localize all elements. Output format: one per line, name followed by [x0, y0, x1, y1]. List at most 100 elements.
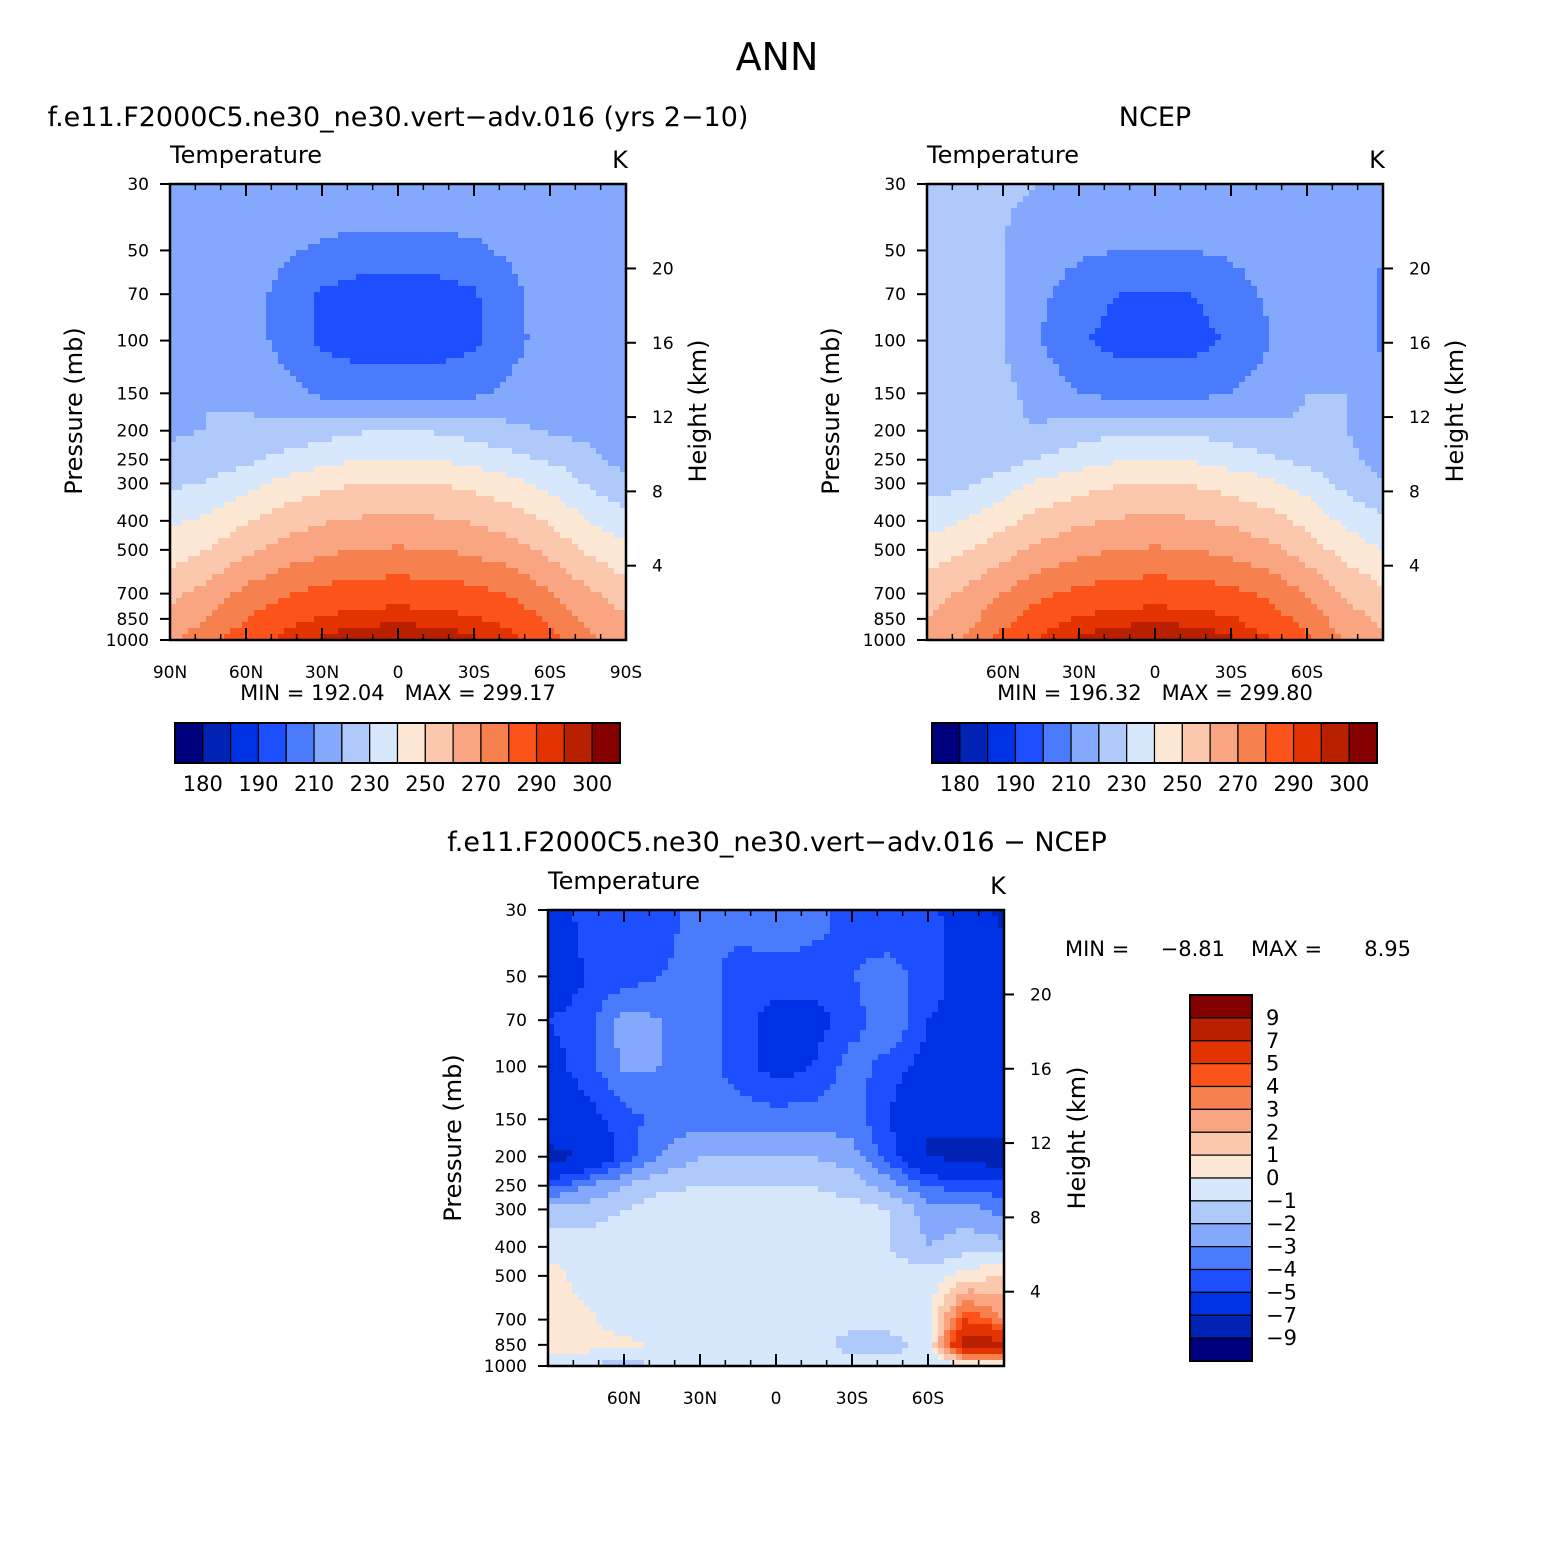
contour-cell [542, 352, 549, 359]
contour-cell [386, 508, 393, 515]
contour-cell [548, 556, 555, 563]
contour-cell [332, 400, 339, 407]
contour-cell [584, 526, 591, 533]
contour-cell [296, 244, 303, 251]
contour-cell [488, 298, 495, 305]
contour-cell [572, 454, 579, 461]
contour-cell [290, 484, 297, 491]
contour-cell [440, 550, 447, 557]
contour-cell [458, 184, 465, 191]
contour-cell [200, 346, 207, 353]
contour-cell [338, 574, 345, 581]
contour-cell [398, 562, 405, 569]
contour-cell [422, 298, 429, 305]
contour-cell [242, 520, 249, 527]
contour-cell [554, 508, 561, 515]
contour-cell [578, 250, 585, 257]
contour-cell [206, 478, 213, 485]
contour-cell [512, 220, 519, 227]
contour-cell [176, 298, 183, 305]
contour-cell [560, 202, 567, 209]
contour-cell [338, 310, 345, 317]
contour-cell [338, 412, 345, 419]
contour-cell [458, 514, 465, 521]
contour-cell [194, 520, 201, 527]
contour-cell [572, 256, 579, 263]
contour-cell [188, 298, 195, 305]
contour-cell [500, 304, 507, 311]
contour-cell [266, 238, 273, 245]
contour-cell [278, 424, 285, 431]
contour-cell [374, 256, 381, 263]
contour-cell [584, 436, 591, 443]
contour-cell [194, 322, 201, 329]
contour-cell [560, 268, 567, 275]
contour-cell [398, 370, 405, 377]
contour-cell [428, 544, 435, 551]
contour-cell [494, 448, 501, 455]
contour-cell [560, 484, 567, 491]
contour-cell [578, 562, 585, 569]
contour-cell [560, 328, 567, 335]
contour-cell [572, 388, 579, 395]
contour-cell [560, 232, 567, 239]
contour-cell [338, 514, 345, 521]
contour-cell [266, 556, 273, 563]
contour-cell [542, 268, 549, 275]
contour-cell [182, 208, 189, 215]
contour-cell [356, 376, 363, 383]
contour-cell [548, 214, 555, 221]
contour-cell [170, 232, 177, 239]
contour-cell [584, 322, 591, 329]
contour-cell [530, 448, 537, 455]
contour-cell [254, 568, 261, 575]
contour-cell [470, 532, 477, 539]
contour-cell [320, 190, 327, 197]
contour-cell [224, 454, 231, 461]
contour-cell [344, 412, 351, 419]
contour-cell [446, 448, 453, 455]
contour-cell [176, 514, 183, 521]
contour-cell [482, 394, 489, 401]
contour-cell [188, 286, 195, 293]
contour-cell [428, 424, 435, 431]
contour-cell [212, 532, 219, 539]
contour-cell [368, 244, 375, 251]
contour-cell [368, 268, 375, 275]
contour-cell [560, 274, 567, 281]
contour-cell [476, 460, 483, 467]
contour-cell [542, 460, 549, 467]
contour-cell [548, 232, 555, 239]
contour-cell [332, 424, 339, 431]
contour-cell [446, 490, 453, 497]
contour-cell [524, 490, 531, 497]
contour-cell [320, 292, 327, 299]
contour-cell [398, 334, 405, 341]
contour-cell [404, 388, 411, 395]
contour-cell [578, 484, 585, 491]
contour-cell [368, 406, 375, 413]
contour-cell [200, 508, 207, 515]
contour-cell [488, 568, 495, 575]
contour-cell [284, 316, 291, 323]
contour-cell [476, 442, 483, 449]
contour-cell [350, 214, 357, 221]
contour-cell [308, 478, 315, 485]
contour-cell [572, 238, 579, 245]
contour-cell [428, 304, 435, 311]
contour-cell [590, 274, 597, 281]
contour-cell [254, 208, 261, 215]
contour-cell [524, 544, 531, 551]
contour-cell [518, 376, 525, 383]
contour-cell [242, 490, 249, 497]
contour-cell [422, 568, 429, 575]
contour-cell [494, 316, 501, 323]
contour-cell [170, 322, 177, 329]
contour-cell [392, 184, 399, 191]
contour-cell [380, 508, 387, 515]
contour-cell [608, 358, 615, 365]
contour-cell [182, 262, 189, 269]
contour-cell [254, 436, 261, 443]
contour-cell [620, 352, 627, 359]
contour-cell [368, 466, 375, 473]
